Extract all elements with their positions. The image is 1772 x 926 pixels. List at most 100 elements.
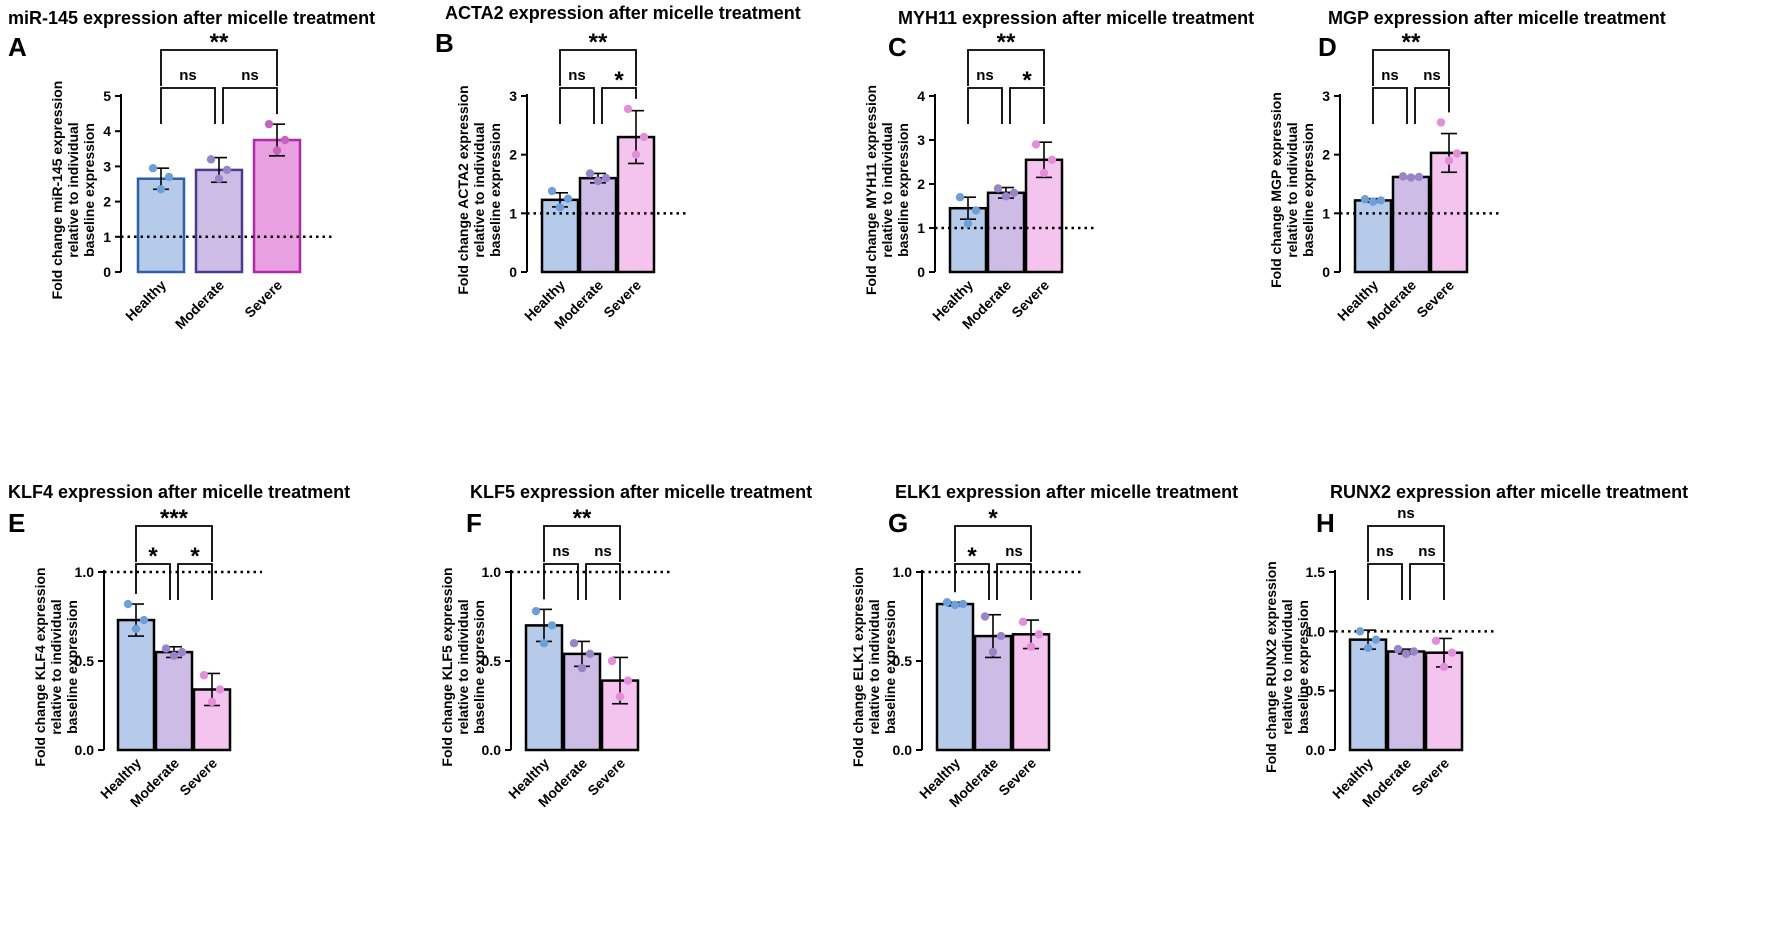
data-point (169, 651, 179, 660)
y-axis-label: relative to individual (866, 599, 882, 734)
y-tick-label: 3 (103, 158, 111, 174)
data-point (1447, 648, 1457, 657)
data-point (161, 644, 171, 653)
y-axis-label: Fold change ACTA2 expression (455, 85, 471, 294)
y-axis-label: Fold change KLF4 expression (32, 567, 48, 766)
significance-bracket (1372, 49, 1450, 86)
data-point (1031, 140, 1041, 149)
significance-label: * (988, 505, 998, 532)
data-point (607, 656, 617, 666)
y-axis-label: baseline expression (895, 123, 911, 257)
y-tick-label: 0.0 (1306, 742, 1326, 758)
y-tick-label: 1 (103, 229, 111, 245)
data-point (1393, 644, 1403, 654)
data-point (131, 624, 141, 634)
data-point (547, 186, 557, 196)
y-axis-label: relative to individual (65, 122, 81, 257)
data-point (1376, 196, 1386, 205)
data-point (631, 150, 641, 159)
data-point (280, 135, 290, 145)
significance-label: ns (1423, 67, 1441, 84)
significance-label: * (148, 543, 158, 570)
data-point (215, 685, 225, 694)
y-tick-label: 0 (1322, 264, 1330, 280)
significance-bracket (177, 563, 213, 600)
significance-label: ns (552, 543, 570, 560)
y-axis-label: baseline expression (1295, 600, 1311, 734)
y-axis-label: Fold change ELK1 expression (850, 567, 866, 767)
data-point (1034, 630, 1044, 639)
y-tick-label: 0.5 (1306, 683, 1326, 699)
data-point (1444, 156, 1454, 165)
data-point (993, 184, 1003, 193)
significance-bracket (601, 87, 637, 124)
significance-label: ** (573, 505, 592, 532)
y-axis-label: baseline expression (882, 600, 898, 734)
panel-title: ACTA2 expression after micelle treatment (445, 3, 801, 23)
data-point (942, 598, 952, 607)
data-point (547, 621, 557, 630)
data-point (615, 692, 625, 701)
data-point (980, 612, 990, 621)
data-point (1436, 118, 1446, 127)
panel-title: MYH11 expression after micelle treatment (898, 8, 1254, 28)
y-axis-label: relative to individual (879, 122, 895, 257)
category-label: Severe (1413, 277, 1457, 321)
bar-healthy (1353, 199, 1393, 274)
category-label: Severe (1408, 755, 1452, 799)
significance-label: ns (594, 543, 612, 560)
y-tick-label: 0.5 (482, 653, 502, 669)
significance-label: ns (1381, 67, 1399, 84)
bar-severe (1011, 633, 1051, 752)
y-axis-label: Fold change MGP expression (1268, 92, 1284, 288)
y-tick-label: 1 (917, 220, 925, 236)
y-tick-label: 4 (103, 123, 111, 139)
significance-label: ns (1376, 543, 1394, 560)
data-point (601, 173, 611, 183)
bar-healthy (935, 602, 975, 752)
y-tick-label: 0.0 (482, 742, 502, 758)
y-tick-label: 1.0 (1306, 623, 1326, 639)
significance-label: ** (1402, 29, 1421, 56)
panel-g: ELK1 expression after micelle treatment G… (850, 482, 1238, 810)
data-point (1439, 662, 1449, 672)
panel-letter: C (888, 32, 907, 62)
data-point (206, 155, 216, 164)
data-point (214, 174, 224, 183)
data-point (264, 119, 274, 129)
panel-b: ACTA2 expression after micelle treatment… (435, 3, 801, 332)
significance-bracket (954, 563, 990, 600)
category-label: Severe (584, 755, 628, 799)
y-tick-label: 1 (1322, 205, 1330, 221)
data-point (1009, 188, 1019, 197)
y-tick-label: 0.0 (75, 742, 95, 758)
y-tick-label: 1.0 (482, 564, 502, 580)
data-point (1355, 627, 1365, 636)
y-axis-label: relative to individual (1284, 122, 1300, 257)
data-point (1026, 642, 1036, 651)
panel-letter: H (1316, 508, 1335, 538)
data-point (148, 163, 158, 173)
bar-moderate (154, 650, 194, 752)
data-point (971, 206, 981, 215)
data-point (156, 185, 166, 194)
bar-severe (1429, 151, 1469, 274)
significance-label: ns (241, 67, 259, 84)
significance-bracket (543, 563, 579, 600)
data-point (955, 193, 965, 202)
category-label: Severe (176, 755, 220, 799)
y-tick-label: 0.5 (893, 653, 913, 669)
significance-bracket (135, 525, 213, 562)
bar-healthy (1348, 638, 1388, 752)
significance-bracket (160, 87, 216, 124)
y-tick-label: 0 (917, 264, 925, 280)
category-label: Severe (995, 755, 1039, 799)
y-tick-label: 3 (917, 132, 925, 148)
data-point (177, 647, 187, 657)
data-point (207, 697, 217, 707)
significance-bracket (160, 49, 278, 86)
data-point (577, 663, 587, 673)
y-tick-label: 0.0 (893, 742, 913, 758)
y-tick-label: 5 (103, 88, 111, 104)
significance-bracket (559, 87, 595, 124)
